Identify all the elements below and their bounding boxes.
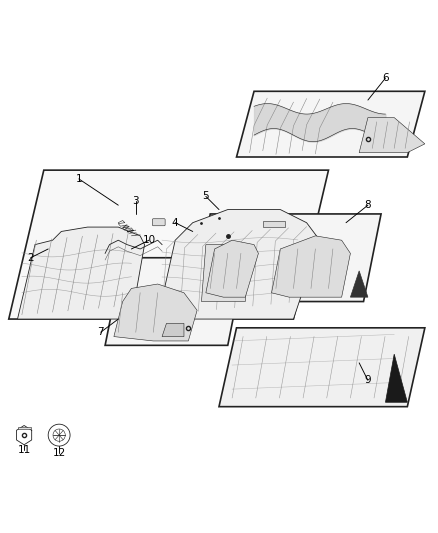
Text: 1: 1 bbox=[75, 174, 82, 184]
FancyBboxPatch shape bbox=[152, 219, 165, 226]
Text: 4: 4 bbox=[172, 217, 179, 228]
Bar bbox=[263, 221, 285, 227]
Polygon shape bbox=[385, 354, 407, 402]
Text: 2: 2 bbox=[27, 253, 34, 263]
Text: 6: 6 bbox=[382, 73, 389, 83]
Polygon shape bbox=[193, 214, 381, 302]
Polygon shape bbox=[201, 245, 250, 302]
Bar bbox=[18, 427, 31, 430]
Text: 9: 9 bbox=[364, 375, 371, 385]
Polygon shape bbox=[237, 91, 425, 157]
Polygon shape bbox=[206, 240, 258, 297]
Polygon shape bbox=[219, 328, 425, 407]
Polygon shape bbox=[158, 209, 320, 319]
Text: 7: 7 bbox=[97, 327, 104, 337]
Text: 10: 10 bbox=[142, 235, 155, 245]
Polygon shape bbox=[9, 170, 328, 319]
Polygon shape bbox=[350, 271, 368, 297]
Polygon shape bbox=[18, 227, 145, 319]
Polygon shape bbox=[162, 324, 184, 336]
Polygon shape bbox=[359, 118, 425, 152]
Text: 5: 5 bbox=[202, 191, 209, 201]
Text: 11: 11 bbox=[18, 446, 31, 456]
Text: 8: 8 bbox=[364, 200, 371, 210]
Polygon shape bbox=[114, 284, 197, 341]
Text: 3: 3 bbox=[132, 196, 139, 206]
Polygon shape bbox=[272, 236, 350, 297]
Polygon shape bbox=[105, 258, 245, 345]
Text: 12: 12 bbox=[53, 448, 66, 458]
